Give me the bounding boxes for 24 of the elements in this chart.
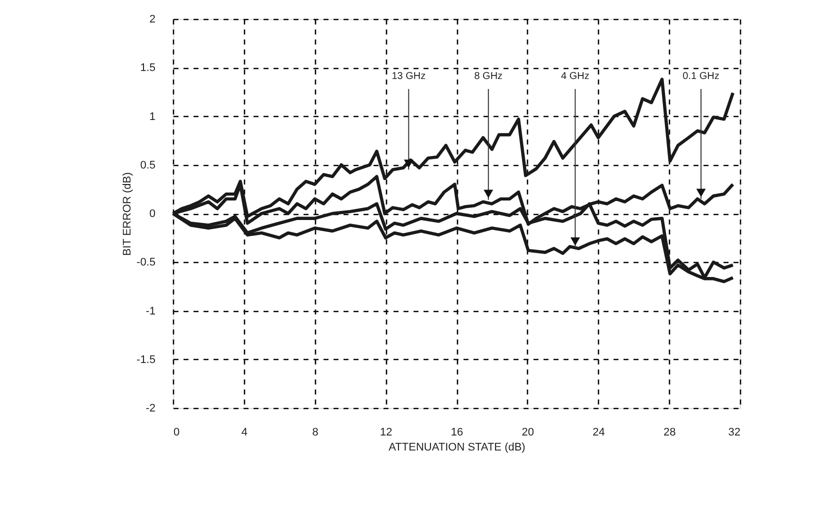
annotation: 13 GHz bbox=[392, 71, 426, 82]
y-tick-label: 0 bbox=[149, 208, 156, 220]
x-tick-label: 12 bbox=[380, 426, 392, 438]
y-tick-label: -1.5 bbox=[136, 354, 156, 366]
x-tick-label: 20 bbox=[522, 426, 534, 438]
y-tick-label: 2 bbox=[149, 14, 156, 26]
annotation: 8 GHz bbox=[474, 71, 503, 82]
y-axis-title: BIT ERROR (dB) bbox=[122, 172, 134, 256]
y-tick-label: 0.5 bbox=[140, 159, 156, 172]
x-tick-label: 16 bbox=[450, 426, 464, 438]
x-tick-label: 4 bbox=[241, 426, 248, 438]
annotation: 0.1 GHz bbox=[682, 71, 720, 82]
y-tick-label: -2 bbox=[146, 402, 156, 414]
y-tick-label: -1 bbox=[146, 305, 156, 318]
y-tick-label: 1.5 bbox=[140, 62, 156, 74]
x-axis-title: ATTENUATION STATE (dB) bbox=[388, 442, 526, 454]
y-tick-label: 1 bbox=[149, 110, 156, 123]
x-tick-label: 0 bbox=[174, 426, 180, 438]
y-tick-label: -0.5 bbox=[136, 256, 156, 269]
x-tick-label: 32 bbox=[728, 426, 740, 438]
annotation: 4 GHz bbox=[561, 71, 590, 82]
x-tick-label: 8 bbox=[312, 426, 318, 438]
x-tick-label: 24 bbox=[592, 426, 605, 438]
x-tick-label: 28 bbox=[664, 426, 676, 438]
